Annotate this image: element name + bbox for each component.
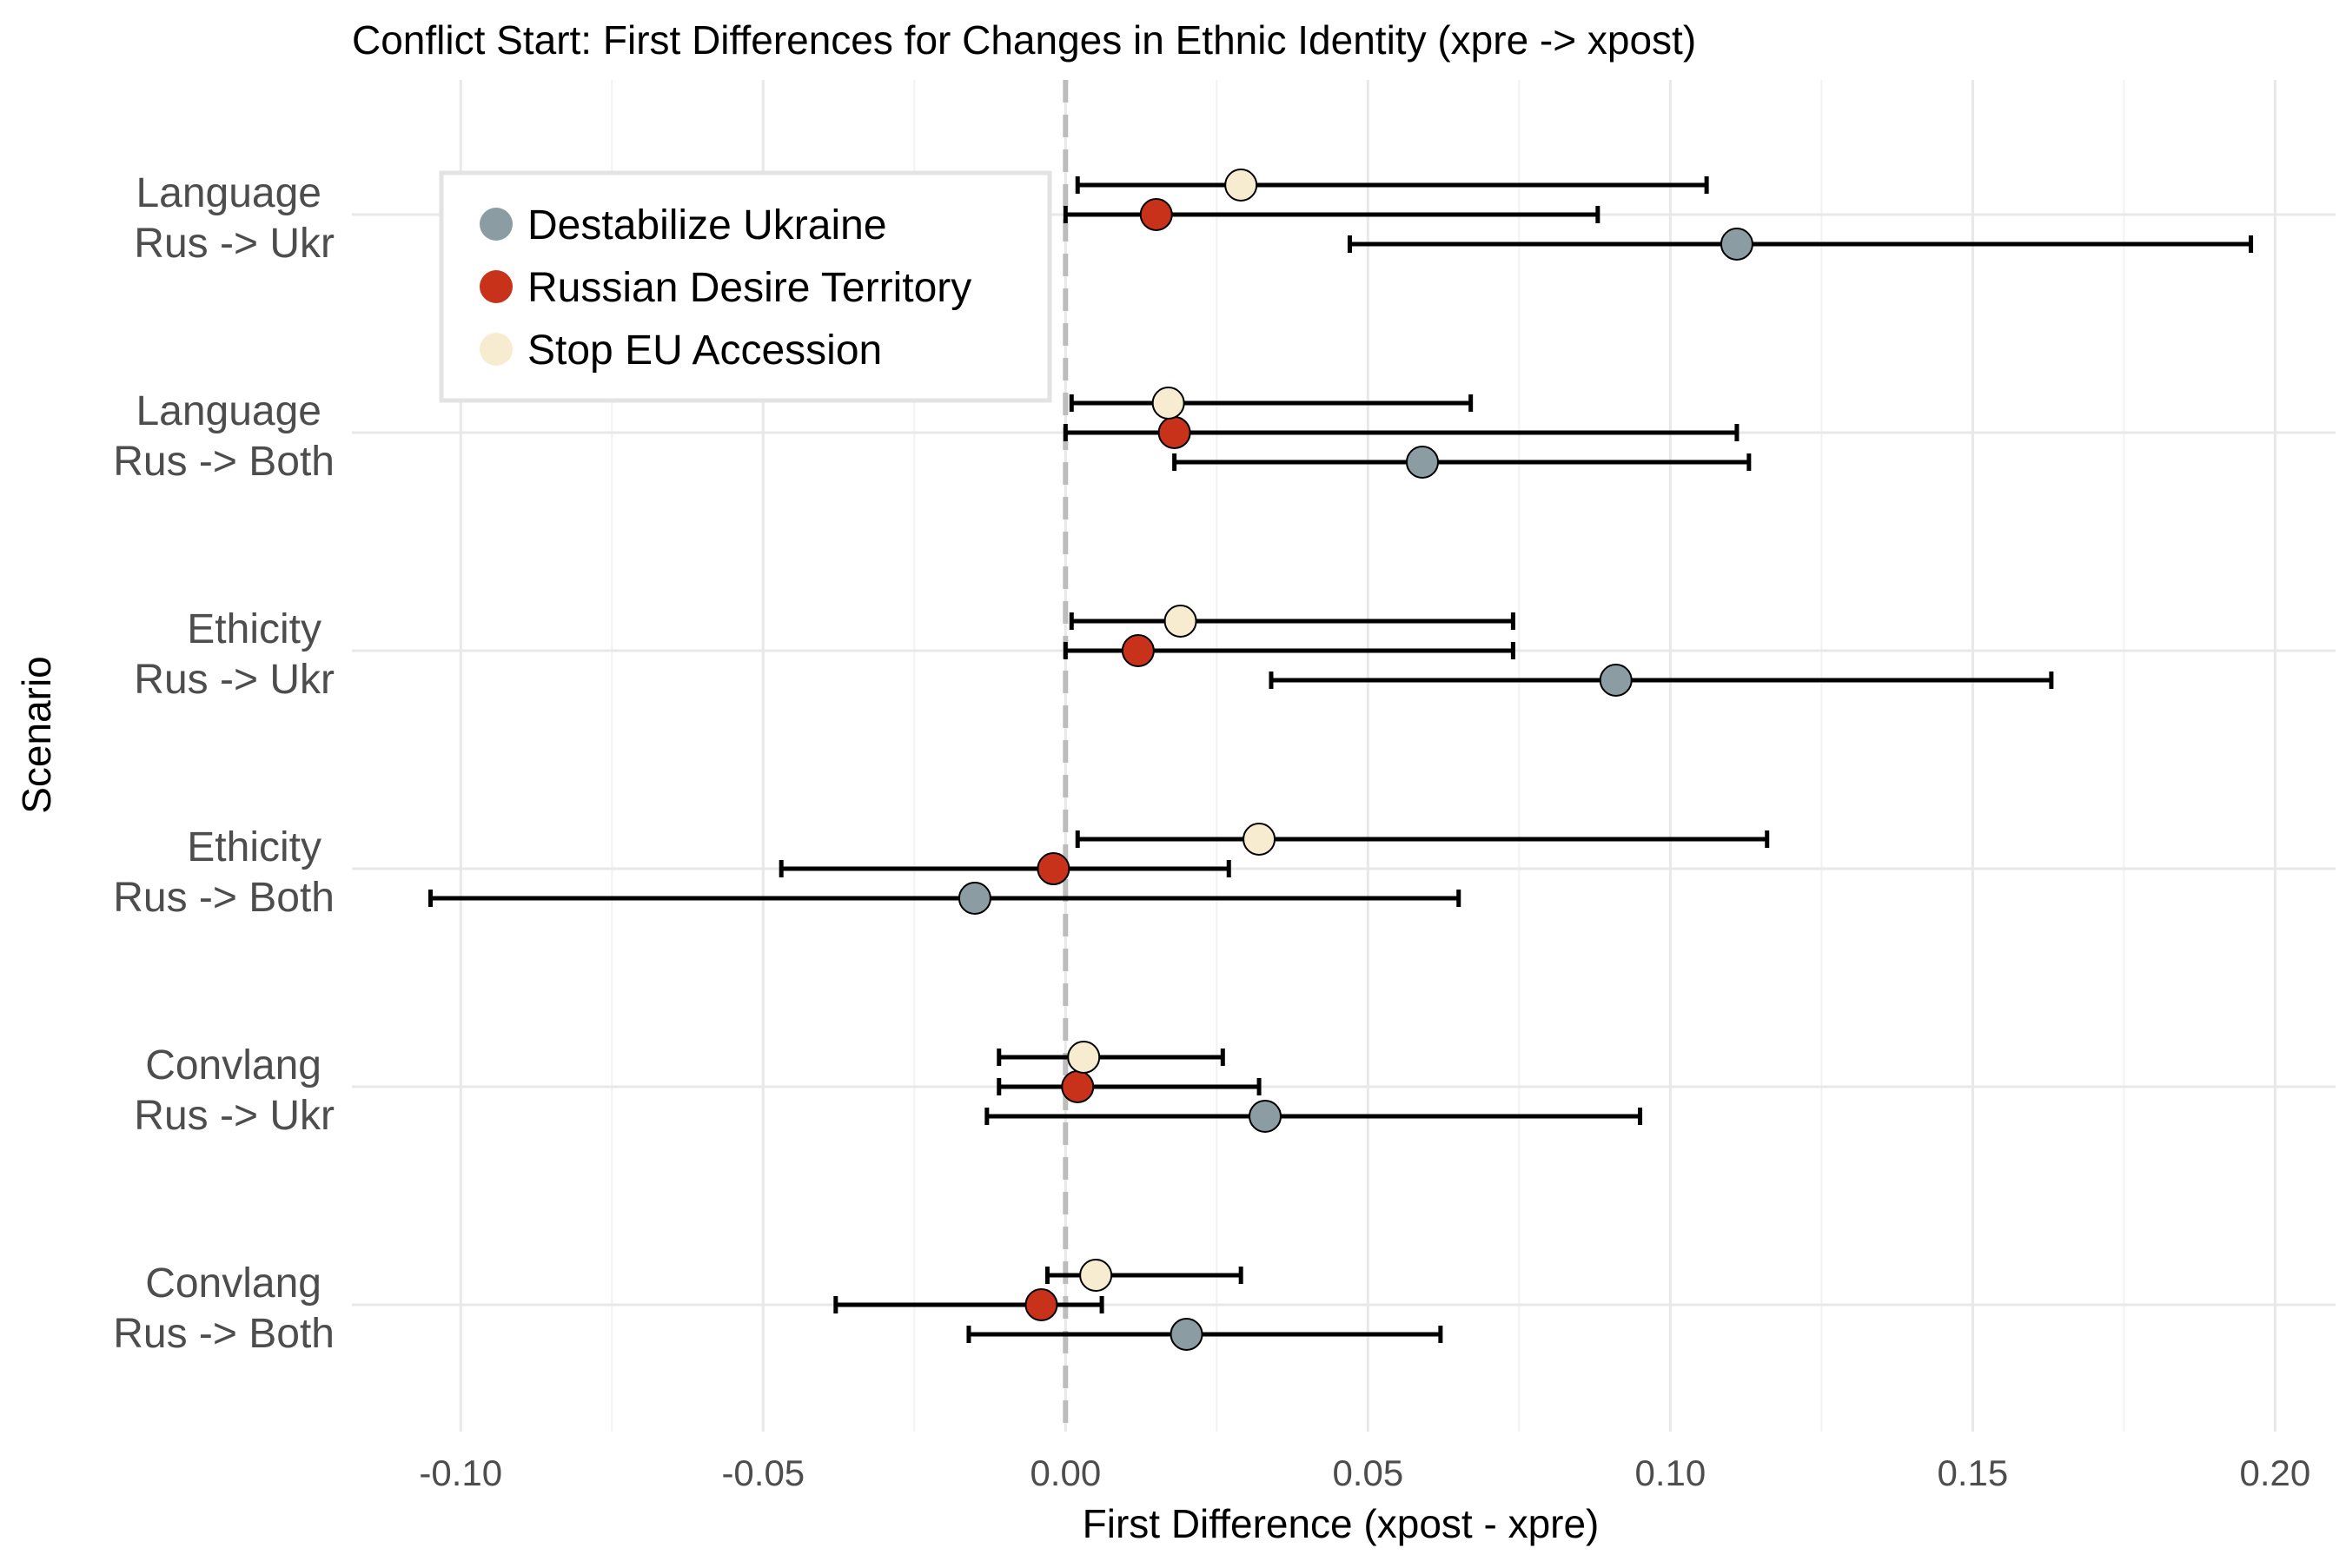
y-tick-label-line2: Rus -> Both xyxy=(113,439,335,485)
legend: Destabilize Ukraine Russian Desire Territ… xyxy=(439,170,1052,403)
x-tick-label: -0.10 xyxy=(419,1452,502,1493)
errorbar-layer xyxy=(427,176,2254,1343)
y-tick-label-line1: Ethicity xyxy=(187,606,321,652)
legend-label: Russian Desire Territory xyxy=(527,265,971,311)
legend-label: Stop EU Accession xyxy=(527,327,882,374)
data-point xyxy=(1024,1288,1058,1321)
x-tick-label: 0.10 xyxy=(1634,1452,1706,1493)
legend-key xyxy=(480,208,513,241)
data-point xyxy=(1170,1318,1203,1351)
y-axis-label: Scenario xyxy=(14,656,59,814)
data-point xyxy=(1224,169,1258,202)
chart-title: Conflict Start: First Differences for Ch… xyxy=(352,17,1696,63)
data-point xyxy=(1720,228,1753,261)
axis-layer: -0.10 -0.05 0.00 0.05 0.10 0.15 0.20 Language Ru… xyxy=(113,170,2310,1493)
data-point xyxy=(1157,416,1191,449)
data-point xyxy=(1061,1070,1095,1103)
legend-key xyxy=(480,333,513,366)
x-tick-label: 0.20 xyxy=(2240,1452,2311,1493)
y-tick-label-line1: Language xyxy=(136,388,321,434)
y-tick-label-line2: Rus -> Both xyxy=(113,1311,335,1357)
data-point xyxy=(1151,387,1185,420)
y-tick-label-line1: Ethicity xyxy=(187,824,321,870)
x-tick-label: 0.15 xyxy=(1938,1452,2009,1493)
x-tick-label: -0.05 xyxy=(721,1452,805,1493)
data-point xyxy=(1037,852,1070,885)
data-point xyxy=(1121,634,1155,667)
y-tick-label-line2: Rus -> Ukr xyxy=(134,657,335,703)
legend-key xyxy=(480,270,513,303)
data-point xyxy=(1139,198,1173,231)
point-layer xyxy=(958,169,1753,1351)
x-axis-label: First Difference (xpost - xpre) xyxy=(1083,1501,1600,1546)
legend-box xyxy=(439,170,1052,403)
y-tick-label-line2: Rus -> Ukr xyxy=(134,1093,335,1139)
data-point xyxy=(1067,1041,1101,1074)
y-tick-label-line2: Rus -> Both xyxy=(113,875,335,921)
data-point xyxy=(1249,1100,1282,1133)
y-tick-label-line1: Convlang xyxy=(145,1042,321,1088)
x-tick-label: 0.05 xyxy=(1332,1452,1403,1493)
y-tick-label-line2: Rus -> Ukr xyxy=(134,221,335,267)
y-tick-label-line1: Convlang xyxy=(145,1260,321,1307)
data-point xyxy=(1599,664,1633,697)
data-point xyxy=(1243,823,1276,856)
data-point xyxy=(1163,605,1197,638)
legend-label: Destabilize Ukraine xyxy=(527,202,887,248)
x-tick-label: 0.00 xyxy=(1030,1452,1101,1493)
data-point xyxy=(958,882,991,915)
y-tick-label-line1: Language xyxy=(136,170,321,216)
data-point xyxy=(1405,446,1439,479)
legend-items: Destabilize Ukraine Russian Desire Territ… xyxy=(480,202,971,374)
data-point xyxy=(1079,1259,1113,1292)
